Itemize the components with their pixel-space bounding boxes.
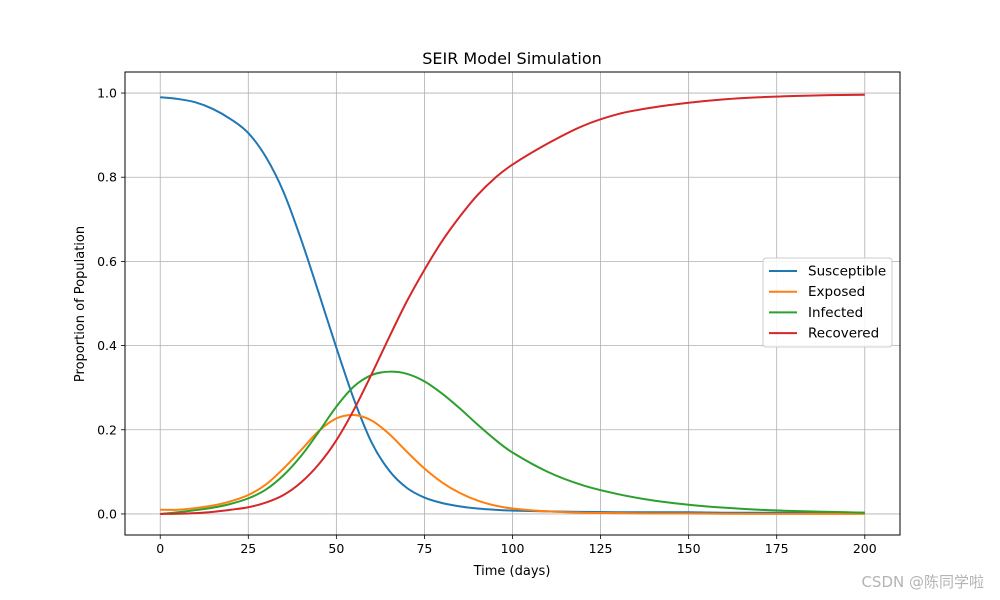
x-tick-label: 0 <box>156 541 164 556</box>
watermark: CSDN @陈同学啦 <box>861 573 984 591</box>
x-tick-label: 125 <box>589 541 613 556</box>
legend: Susceptible Exposed Infected Recovered <box>762 257 893 348</box>
series-line-exposed <box>160 413 865 515</box>
chart-title: SEIR Model Simulation <box>422 49 602 68</box>
y-tick-label: 0.0 <box>97 506 117 521</box>
x-tick-label: 50 <box>328 541 344 556</box>
y-tick-label: 0.4 <box>97 338 117 353</box>
x-tick-label: 200 <box>853 541 877 556</box>
x-axis-label: Time (days) <box>473 564 551 579</box>
legend-label-infected: Infected <box>808 305 863 321</box>
legend-label-recovered: Recovered <box>808 326 879 342</box>
series-lines <box>160 93 865 515</box>
legend-label-susceptible: Susceptible <box>808 264 886 280</box>
x-tick-label: 150 <box>677 541 701 556</box>
x-tick-label: 25 <box>240 541 256 556</box>
y-tick-label: 0.8 <box>97 170 117 185</box>
series-line-susceptible <box>160 96 865 514</box>
axis-ticks: 0 25 50 75 100 125 150 175 200 0.0 0.2 0.4 0.6 0.8 1.0 <box>97 86 877 556</box>
series-line-recovered <box>160 93 865 515</box>
x-tick-label: 175 <box>765 541 789 556</box>
x-tick-label: 75 <box>416 541 432 556</box>
x-tick-label: 100 <box>501 541 525 556</box>
y-tick-label: 1.0 <box>97 86 117 101</box>
y-axis-label: Proportion of Population <box>73 226 88 382</box>
y-tick-label: 0.2 <box>97 422 117 437</box>
y-tick-label: 0.6 <box>97 254 117 269</box>
legend-label-exposed: Exposed <box>808 284 865 300</box>
series-line-infected <box>160 370 865 515</box>
